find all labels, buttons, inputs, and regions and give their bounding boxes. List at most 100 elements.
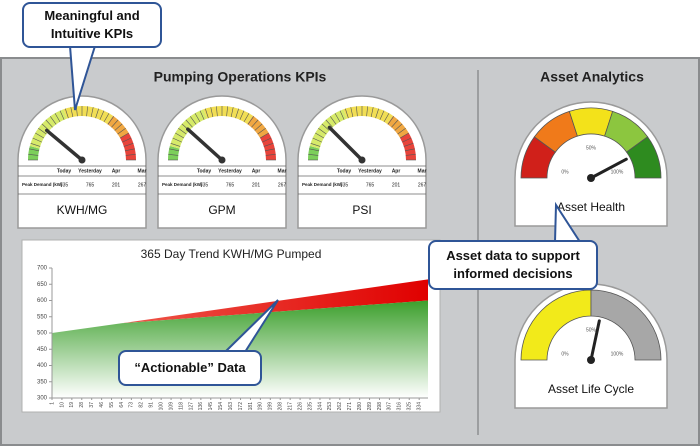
gauge-tick [310, 143, 321, 147]
gauge-tick [339, 110, 345, 120]
gauge-band [168, 146, 180, 160]
x-tick-label: 109 [168, 402, 174, 411]
gauge-tick [356, 106, 358, 117]
y-tick-label: 600 [37, 298, 48, 304]
table-value: 735 [340, 182, 349, 188]
gauge-tick [117, 128, 126, 135]
gauge-tick [175, 132, 185, 139]
gauge-tick [199, 110, 205, 120]
x-tick-label: 298 [377, 402, 383, 411]
x-tick-label: 37 [89, 402, 95, 408]
chart-title: 365 Day Trend KWH/MG Pumped [141, 247, 322, 261]
x-tick-label: 127 [188, 402, 194, 411]
table-value: 765 [366, 182, 375, 188]
gauge-scale: 50% [586, 145, 597, 151]
table-header: Mar [418, 168, 427, 174]
x-tick-label: 208 [278, 402, 284, 411]
gauge-band [400, 133, 416, 160]
gauge-band [120, 133, 136, 160]
table-value: 267 [418, 182, 427, 188]
gauge-band [203, 106, 253, 124]
x-tick-label: 154 [218, 402, 224, 411]
section-title: Asset Analytics [540, 69, 644, 85]
gauge-tick [315, 132, 325, 139]
gauge-tick [403, 143, 414, 147]
gauge-tick [103, 113, 110, 123]
gauge-tick [397, 128, 406, 135]
gauge-tick [350, 107, 354, 118]
gauge-tick [345, 108, 349, 119]
gauge-tick [70, 107, 74, 118]
gauge-tick [168, 154, 179, 156]
gauge-label: Asset Life Cycle [548, 382, 634, 396]
x-tick-label: 316 [397, 402, 403, 411]
gauge-needle [589, 319, 601, 362]
x-tick-label: 262 [337, 402, 343, 411]
table-value: 735 [60, 182, 69, 188]
y-tick-label: 300 [37, 396, 48, 402]
gauge-tick [226, 106, 228, 117]
x-tick-label: 325 [407, 402, 413, 411]
gauge-tick [312, 137, 322, 143]
table-value: 267 [278, 182, 287, 188]
x-tick-label: 55 [109, 402, 115, 408]
y-tick-label: 400 [37, 363, 48, 369]
x-tick-label: 199 [268, 402, 274, 411]
gauge-tick [29, 148, 40, 152]
x-tick-label: 244 [317, 402, 323, 411]
section-title: Pumping Operations KPIs [154, 69, 327, 85]
gauge-needle [589, 157, 628, 180]
gauge-tick [45, 119, 53, 128]
gauge-tick [309, 148, 320, 152]
gauge-hub [218, 156, 226, 164]
gauge-tick [370, 107, 374, 118]
gauge-needle [327, 125, 364, 162]
gauge-scale: 100% [611, 169, 624, 175]
x-tick-label: 46 [99, 402, 105, 408]
x-tick-label: 82 [139, 402, 145, 408]
gauge-tick [366, 106, 368, 117]
x-tick-label: 136 [198, 402, 204, 411]
table-value: 201 [252, 182, 261, 188]
trend-chart: 365 Day Trend KWH/MG Pumped 300 350 400 450 5… [21, 239, 441, 413]
gauge-tick [86, 106, 88, 117]
x-tick-label: 181 [248, 402, 254, 411]
gauge-label: Asset Health [557, 200, 625, 214]
table-value: 735 [200, 182, 209, 188]
table-value: 765 [226, 182, 235, 188]
gauge-tick [32, 137, 42, 143]
gauge-tick [194, 113, 201, 123]
gauge-scale: 100% [611, 351, 624, 357]
x-tick-label: 217 [287, 402, 293, 411]
table-header: Apr [392, 168, 401, 174]
gauge-tick [399, 132, 409, 139]
gauge-band [29, 109, 67, 149]
gauge-tick [38, 128, 47, 135]
gauge-tick [50, 116, 57, 125]
gauge-scale: 0% [561, 169, 569, 175]
gauge-tick [243, 113, 250, 123]
gauge-tick [185, 119, 193, 128]
x-tick-label: 64 [119, 402, 125, 408]
x-tick-label: 334 [417, 402, 423, 411]
x-tick-label: 289 [367, 402, 373, 411]
gauge-scale: 50% [586, 327, 597, 333]
gauge-tick [325, 119, 333, 128]
gauge-tick [95, 108, 99, 119]
gauge-tick [405, 154, 416, 156]
x-tick-label: 307 [387, 402, 393, 411]
gauge-scale: 0% [561, 351, 569, 357]
table-header: Yesterday [358, 168, 382, 174]
callout: Meaningful and Intuitive KPIs [22, 2, 162, 48]
gauge-tick [334, 113, 341, 123]
table-row-label: Peak Demand (kW) [302, 182, 343, 187]
table-row-label: Peak Demand (kW) [162, 182, 203, 187]
gauge-tick [124, 148, 135, 152]
y-tick-label: 650 [37, 282, 48, 288]
gauge-band [247, 115, 269, 138]
x-tick-label: 28 [79, 402, 85, 408]
gauge-tick [330, 116, 337, 125]
table-header: Yesterday [218, 168, 242, 174]
y-tick-label: 550 [37, 314, 48, 320]
